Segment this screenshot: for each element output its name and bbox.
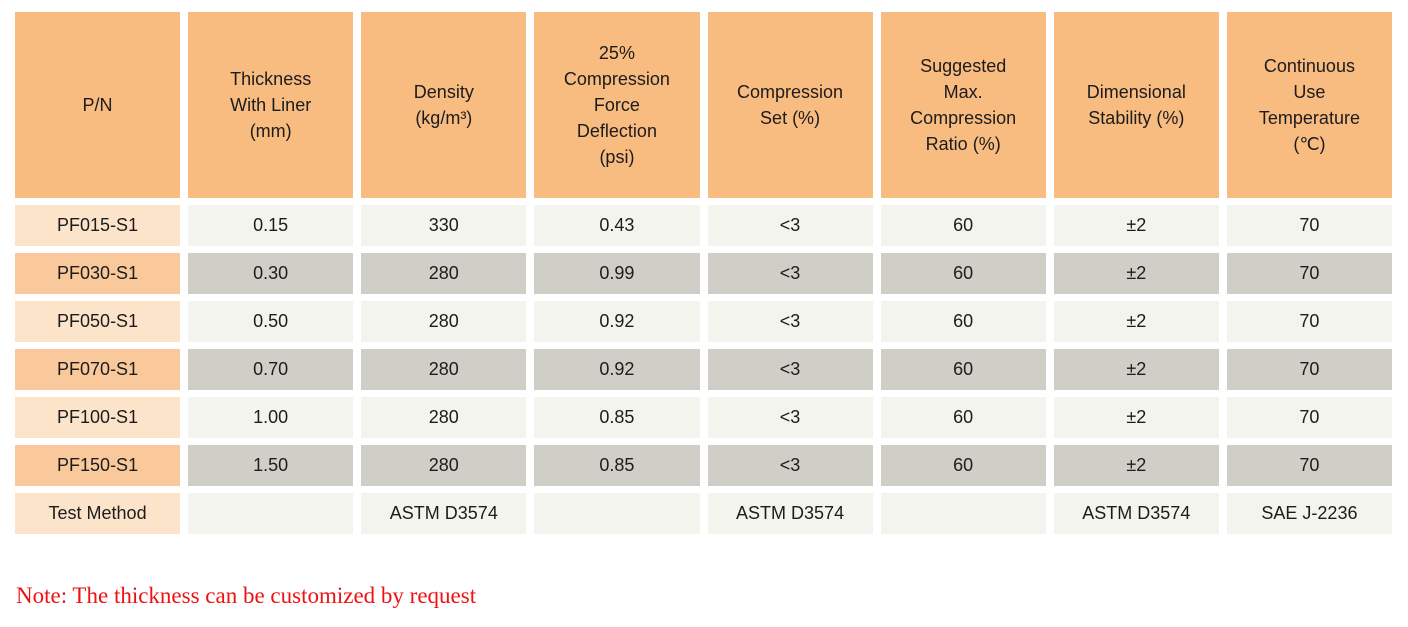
data-cell: 70: [1226, 253, 1392, 294]
table-row: PF150-S1 1.50 280 0.85 <3 60 ±2 70: [15, 445, 1392, 486]
column-header-4: Compression Set (%): [707, 12, 873, 198]
data-cell: 0.30: [188, 253, 354, 294]
data-cell: 330: [361, 205, 527, 246]
data-cell: 60: [880, 205, 1046, 246]
spec-table: P/N Thickness With Liner (mm) Density (kg/…: [7, 5, 1400, 541]
data-cell: ±2: [1053, 397, 1219, 438]
table-row: PF015-S1 0.15 330 0.43 <3 60 ±2 70: [15, 205, 1392, 246]
pn-cell: PF100-S1: [15, 397, 181, 438]
data-cell: 70: [1226, 445, 1392, 486]
data-cell: 60: [880, 253, 1046, 294]
data-cell: 1.50: [188, 445, 354, 486]
test-method-cell: SAE J-2236: [1226, 493, 1392, 534]
test-method-row: Test Method ASTM D3574 ASTM D3574 ASTM D357…: [15, 493, 1392, 534]
data-cell: 280: [361, 445, 527, 486]
data-cell: 0.85: [534, 445, 700, 486]
data-cell: 0.15: [188, 205, 354, 246]
data-cell: 280: [361, 253, 527, 294]
header-row: P/N Thickness With Liner (mm) Density (kg/…: [15, 12, 1392, 198]
data-cell: 70: [1226, 301, 1392, 342]
data-cell: ±2: [1053, 205, 1219, 246]
table-row: PF030-S1 0.30 280 0.99 <3 60 ±2 70: [15, 253, 1392, 294]
test-method-label: Test Method: [15, 493, 181, 534]
table-header: P/N Thickness With Liner (mm) Density (kg/…: [15, 12, 1392, 198]
table-row: PF070-S1 0.70 280 0.92 <3 60 ±2 70: [15, 349, 1392, 390]
test-method-cell: [880, 493, 1046, 534]
pn-cell: PF015-S1: [15, 205, 181, 246]
pn-cell: PF050-S1: [15, 301, 181, 342]
data-cell: 0.92: [534, 349, 700, 390]
note-text: Note: The thickness can be customized by…: [16, 583, 477, 608]
data-cell: ±2: [1053, 301, 1219, 342]
column-header-1: Thickness With Liner (mm): [188, 12, 354, 198]
data-cell: 280: [361, 397, 527, 438]
data-cell: 0.85: [534, 397, 700, 438]
data-cell: 60: [880, 349, 1046, 390]
column-header-0: P/N: [15, 12, 181, 198]
data-cell: ±2: [1053, 253, 1219, 294]
test-method-cell: ASTM D3574: [1053, 493, 1219, 534]
pn-cell: PF150-S1: [15, 445, 181, 486]
data-cell: 60: [880, 301, 1046, 342]
data-cell: 0.50: [188, 301, 354, 342]
data-cell: 60: [880, 445, 1046, 486]
table-row: PF050-S1 0.50 280 0.92 <3 60 ±2 70: [15, 301, 1392, 342]
pn-cell: PF070-S1: [15, 349, 181, 390]
data-cell: 70: [1226, 205, 1392, 246]
column-header-3: 25% Compression Force Deflection (psi): [534, 12, 700, 198]
data-cell: <3: [707, 205, 873, 246]
test-method-cell: [188, 493, 354, 534]
pn-cell: PF030-S1: [15, 253, 181, 294]
data-cell: 0.43: [534, 205, 700, 246]
data-cell: <3: [707, 349, 873, 390]
table-body: PF015-S1 0.15 330 0.43 <3 60 ±2 70 PF030-S1 0.30 2…: [15, 205, 1392, 534]
column-header-5: Suggested Max. Compression Ratio (%): [880, 12, 1046, 198]
test-method-cell: ASTM D3574: [361, 493, 527, 534]
data-cell: 0.70: [188, 349, 354, 390]
data-cell: 280: [361, 301, 527, 342]
data-cell: ±2: [1053, 445, 1219, 486]
data-cell: 0.99: [534, 253, 700, 294]
data-cell: 60: [880, 397, 1046, 438]
data-cell: 1.00: [188, 397, 354, 438]
table-row: PF100-S1 1.00 280 0.85 <3 60 ±2 70: [15, 397, 1392, 438]
column-header-6: Dimensional Stability (%): [1053, 12, 1219, 198]
data-cell: <3: [707, 301, 873, 342]
data-cell: <3: [707, 397, 873, 438]
data-cell: <3: [707, 445, 873, 486]
test-method-cell: [534, 493, 700, 534]
column-header-2: Density (kg/m³): [361, 12, 527, 198]
test-method-cell: ASTM D3574: [707, 493, 873, 534]
data-cell: ±2: [1053, 349, 1219, 390]
data-cell: 0.92: [534, 301, 700, 342]
data-cell: 70: [1226, 349, 1392, 390]
data-cell: 280: [361, 349, 527, 390]
data-cell: 70: [1226, 397, 1392, 438]
data-cell: <3: [707, 253, 873, 294]
column-header-7: Continuous Use Temperature (℃): [1226, 12, 1392, 198]
